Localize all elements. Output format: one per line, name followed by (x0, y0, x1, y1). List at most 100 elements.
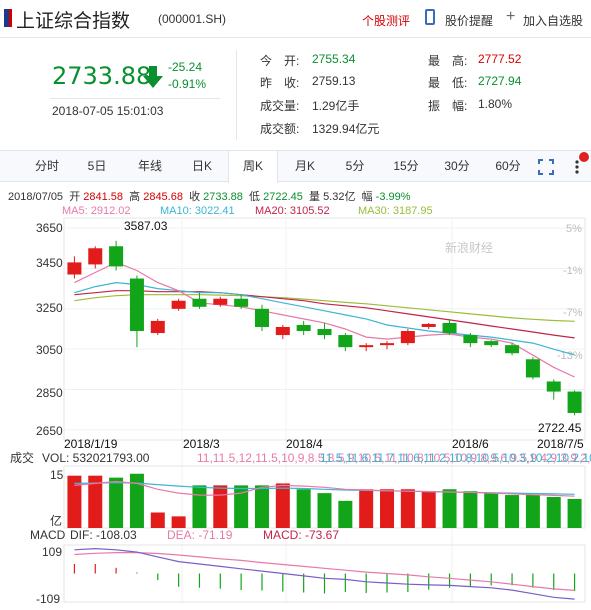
tab-5day[interactable]: 5日 (87, 159, 107, 173)
volume-bar (484, 493, 499, 528)
max-price-label: 3587.03 (124, 219, 168, 233)
tab-weekly-k[interactable]: 周K (228, 151, 278, 183)
volume-bar (275, 483, 290, 528)
ma20-line (74, 290, 575, 339)
y-tick: 3050 (36, 343, 63, 357)
ma5-line (74, 261, 575, 378)
field-amplitude-value: 1.80% (478, 97, 513, 111)
volume-bar (171, 516, 186, 528)
macd-dea-line (74, 551, 575, 591)
volume-bar (296, 489, 311, 528)
volume-bar (400, 489, 415, 528)
candle-body (213, 298, 228, 305)
candle-body (171, 300, 186, 309)
field-high-label: 最 高: (428, 54, 468, 68)
x-label: 2018/1/19 (64, 437, 118, 451)
header: 上证综合指数 (000001.SH) 个股测评 股价提醒 + 加入自选股 (0, 0, 591, 38)
logo-bar (4, 9, 9, 27)
y-tick: 2650 (36, 424, 63, 438)
volume-bar (525, 495, 540, 528)
chart-grid (63, 217, 586, 603)
price-change: -25.24 (168, 60, 203, 74)
candles (67, 240, 582, 416)
y-tick: 2850 (36, 386, 63, 400)
candle-body (463, 335, 478, 344)
field-volume-label: 成交量: (260, 99, 300, 113)
tab-60min[interactable]: 60分 (495, 159, 521, 173)
watermark: 新浪财经 (445, 240, 493, 255)
candle-body (67, 262, 82, 275)
info-low-label: 低 (249, 191, 261, 203)
macd-lines (74, 547, 575, 600)
candle-body (380, 343, 395, 346)
field-prevclose-label: 昨 收: (260, 76, 300, 90)
tab-5min[interactable]: 5分 (345, 159, 365, 173)
quote-datetime: 2018-07-05 15:01:03 (52, 104, 164, 118)
ma30-label: MA30: 3187.95 (358, 205, 433, 217)
volume-bar (234, 485, 249, 528)
price-alert-link[interactable]: 股价提醒 (445, 14, 494, 28)
candle-body (317, 329, 332, 336)
x-label: 2018/7/5 (537, 437, 584, 451)
candle-body (505, 345, 520, 354)
volume-bar (546, 497, 561, 528)
info-amp-label: 幅 (361, 191, 373, 203)
x-label: 2018/4 (286, 437, 323, 451)
tab-30min[interactable]: 30分 (444, 159, 470, 173)
tab-minute[interactable]: 分时 (34, 159, 59, 173)
tab-daily-k[interactable]: 日K (191, 159, 212, 173)
field-low-label: 最 低: (428, 76, 468, 90)
volume-bar (359, 489, 374, 528)
volume-bar (129, 473, 144, 528)
min-price-label: 2722.45 (538, 421, 582, 435)
ma30-line (74, 294, 575, 322)
review-link[interactable]: 个股测评 (362, 14, 411, 28)
pct-tick: -13% (557, 350, 583, 362)
page-title: 上证综合指数 (16, 10, 131, 32)
field-low-value: 2727.94 (478, 74, 522, 88)
candle-body (234, 298, 249, 307)
tab-year[interactable]: 年线 (137, 159, 162, 173)
main-panel-frame (63, 217, 586, 441)
candle-body (525, 359, 540, 378)
ma-lines (74, 261, 575, 378)
candle-body (546, 381, 561, 392)
volume-title: 成交 (10, 450, 34, 465)
fullscreen-icon[interactable] (538, 159, 554, 175)
ma10-line (74, 281, 575, 356)
candle-body (109, 246, 124, 267)
add-watchlist-link[interactable]: 加入自选股 (523, 14, 584, 28)
macd-panel-frame (63, 544, 586, 603)
down-arrow-icon (143, 66, 163, 88)
volume-bar (150, 512, 165, 528)
phone-icon[interactable] (425, 9, 435, 25)
tab-monthly-k[interactable]: 月K (294, 159, 315, 173)
field-open-label: 今 开: (260, 54, 300, 68)
info-date: 2018/07/05 (8, 191, 64, 203)
price-change-pct: -0.91% (168, 77, 207, 91)
info-close: 2733.88 (203, 191, 243, 203)
chart-tabs: 分时 5日 年线 日K 周K 月K 5分 15分 30分 60分 (0, 150, 591, 183)
volume-ma-lines (74, 480, 575, 497)
candle-body (296, 324, 311, 332)
candle-body (129, 278, 144, 332)
volume-y-top: 15 (50, 468, 64, 482)
plus-icon[interactable]: + (506, 8, 516, 25)
x-label: 2018/3 (183, 437, 220, 451)
ma5-label: MA5: 2912.02 (62, 205, 131, 217)
volume-bar (380, 489, 395, 528)
pct-tick: -7% (563, 307, 583, 319)
info-high: 2845.68 (143, 191, 183, 203)
field-high-value: 2777.52 (478, 52, 522, 66)
candle-body (442, 322, 457, 334)
volume-bar (88, 475, 103, 528)
tab-15min[interactable]: 15分 (393, 159, 419, 173)
volume-bar (338, 500, 353, 528)
y-tick: 3250 (36, 301, 63, 315)
pct-tick: -1% (563, 265, 583, 277)
info-vol-label: 量 (309, 191, 320, 203)
macd-dea-label: DEA: -71.19 (167, 528, 233, 542)
more-icon[interactable] (574, 157, 580, 177)
volume-bar (109, 477, 124, 528)
